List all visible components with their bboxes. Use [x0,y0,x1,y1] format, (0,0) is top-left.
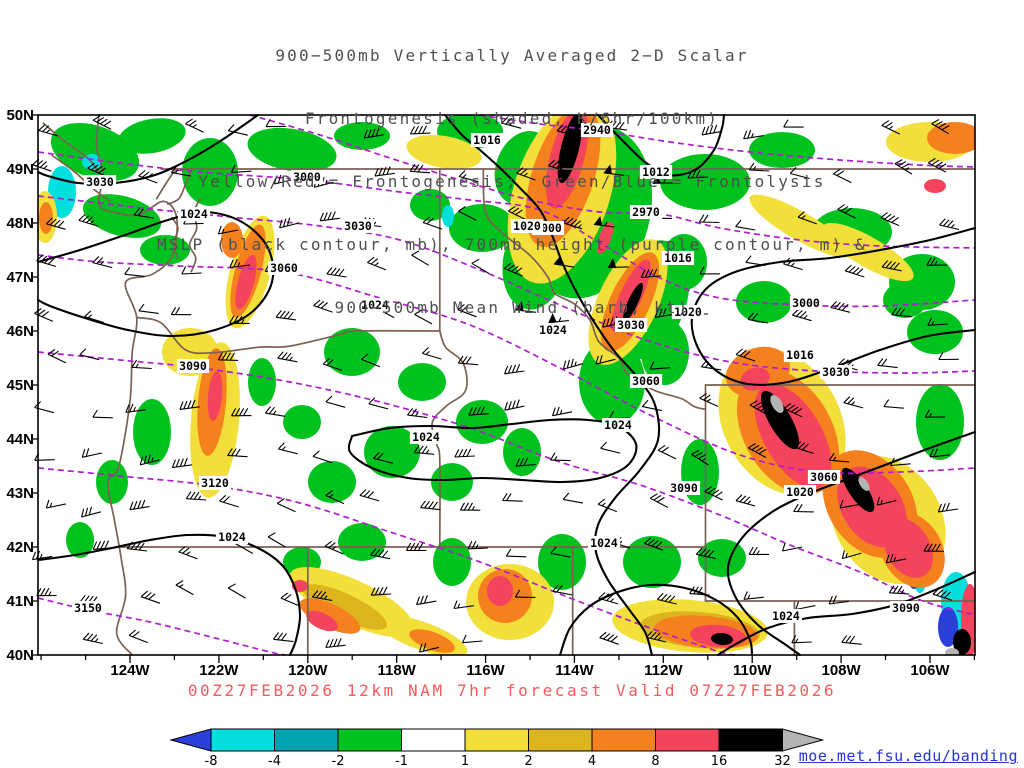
title-line-1: 900−500mb Vertically Averaged 2−D Scalar [275,46,749,65]
svg-text:47N: 47N [6,269,34,286]
title-line-3: Yellow/Red = Frontogenesis; Green/Blue =… [198,172,826,191]
svg-text:-8: -8 [205,754,218,768]
svg-text:3120: 3120 [201,476,229,490]
svg-text:3150: 3150 [74,601,102,615]
title-line-4: MSLP (black contour, mb), 700mb height (… [157,235,867,254]
contour-labels: 2940297030003000300030303030303030303060… [71,123,923,623]
svg-text:44N: 44N [6,431,34,448]
svg-text:48N: 48N [6,215,34,232]
svg-text:124W: 124W [110,662,150,679]
svg-text:3060: 3060 [810,470,838,484]
svg-text:1016: 1016 [473,133,501,147]
svg-text:8: 8 [651,754,659,768]
svg-text:1024: 1024 [539,323,567,337]
svg-text:3030: 3030 [86,175,114,189]
svg-text:1024: 1024 [180,207,208,221]
svg-text:45N: 45N [6,377,34,394]
svg-text:3090: 3090 [670,481,698,495]
svg-text:3060: 3060 [632,374,660,388]
svg-text:-1: -1 [395,754,408,768]
title-line-2: Frontogenesis (shaded, K/6hr/100km) [304,109,720,128]
shading-layer [33,100,983,658]
svg-text:1024: 1024 [361,298,389,312]
svg-text:1024: 1024 [772,609,800,623]
svg-text:3090: 3090 [892,601,920,615]
svg-text:3030: 3030 [822,365,850,379]
svg-text:40N: 40N [6,647,34,664]
svg-text:1016: 1016 [786,348,814,362]
svg-text:110W: 110W [733,662,772,679]
svg-text:3000: 3000 [293,170,321,184]
svg-text:41N: 41N [6,593,34,610]
title-line-5: 900−500mb Mean Wind (barb, kt) [334,298,690,317]
svg-text:2: 2 [524,754,532,768]
site-link[interactable]: moe.met.fsu.edu/banding [798,747,1018,765]
colorbar-above-arrow [782,728,825,752]
svg-text:32: 32 [774,754,791,768]
svg-text:1024: 1024 [590,536,618,550]
svg-text:43N: 43N [6,485,34,502]
svg-text:1020: 1020 [674,305,702,319]
svg-text:1020: 1020 [513,219,541,233]
svg-text:2970: 2970 [632,205,660,219]
lon-axis: 124W 122W 120W 118W 116W 114W 112W 110W 108W 106W [110,662,950,679]
mslp-contours [36,113,977,657]
svg-text:3060: 3060 [270,261,298,275]
wind-barbs [31,115,960,653]
svg-text:-2: -2 [332,754,345,768]
svg-text:2940: 2940 [583,123,611,137]
svg-text:1: 1 [461,754,469,768]
svg-text:122W: 122W [199,662,239,679]
svg-text:16: 16 [711,754,728,768]
svg-text:3090: 3090 [179,359,207,373]
svg-text:112W: 112W [644,662,683,679]
svg-text:50N: 50N [6,107,34,124]
svg-text:1016: 1016 [664,251,692,265]
svg-text:108W: 108W [822,662,862,679]
svg-text:1024: 1024 [218,530,246,544]
svg-text:46N: 46N [6,323,34,340]
lat-axis: 50N 49N 48N 47N 46N 45N 44N 43N 42N 41N 40N [6,107,34,664]
chart-title: 900−500mb Vertically Averaged 2−D Scalar… [0,3,1024,360]
forecast-valid-caption: 00Z27FEB2026 12km NAM 7hr forecast Valid… [187,681,837,700]
svg-text:3030: 3030 [344,219,372,233]
axis-ticks [33,114,976,663]
colorbar: -8 -4 -2 -1 1 2 4 8 16 32 [169,728,825,768]
svg-text:-4: -4 [268,754,281,768]
svg-text:106W: 106W [910,662,950,679]
svg-text:116W: 116W [466,662,505,679]
svg-text:49N: 49N [6,161,34,178]
svg-text:42N: 42N [6,539,34,556]
svg-text:3030: 3030 [617,318,645,332]
svg-text:114W: 114W [555,662,594,679]
svg-text:120W: 120W [288,662,328,679]
svg-text:1024: 1024 [604,418,632,432]
svg-text:1020: 1020 [786,485,814,499]
svg-text:1012: 1012 [642,165,670,179]
svg-text:118W: 118W [377,662,416,679]
svg-text:4: 4 [588,754,596,768]
svg-text:1024: 1024 [412,430,440,444]
svg-text:3000: 3000 [792,296,820,310]
